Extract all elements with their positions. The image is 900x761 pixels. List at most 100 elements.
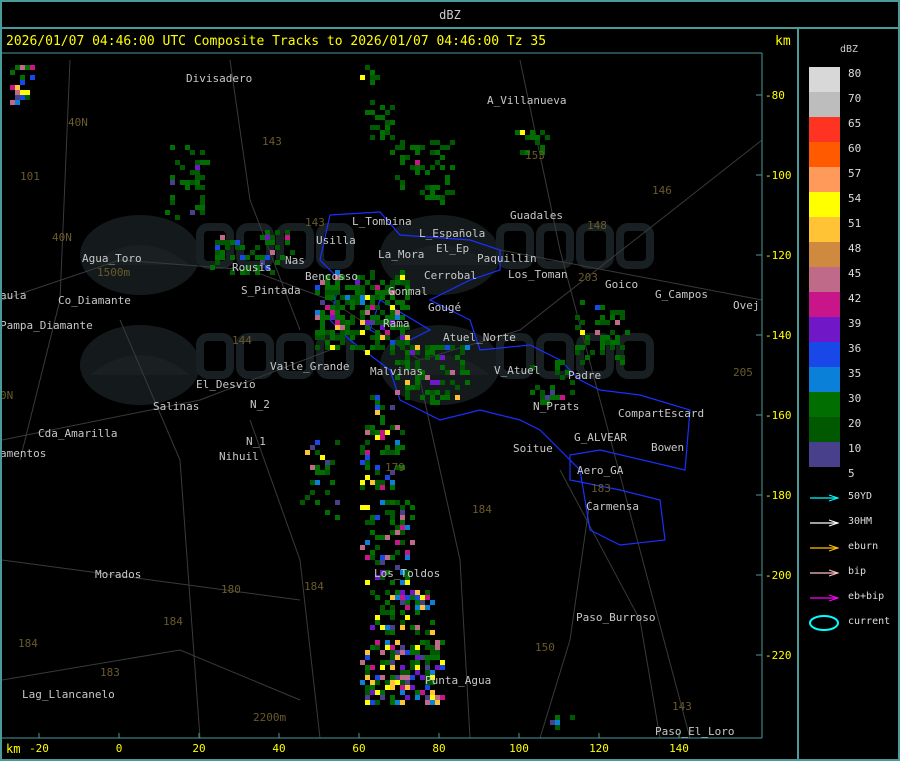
radar-echo-cell: [430, 630, 435, 635]
radar-echo-cell: [375, 320, 380, 325]
place-label: 184: [18, 637, 38, 650]
radar-echo-cell: [600, 320, 605, 325]
radar-echo-cell: [370, 680, 375, 685]
radar-echo-cell: [350, 320, 355, 325]
radar-echo-cell: [405, 670, 410, 675]
legend-swatch: [809, 442, 840, 467]
radar-echo-cell: [405, 525, 410, 530]
radar-echo-cell: [555, 725, 560, 730]
radar-echo-cell: [430, 195, 435, 200]
radar-echo-cell: [365, 520, 370, 525]
radar-echo-cell: [325, 470, 330, 475]
road-line: [229, 59, 301, 331]
radar-echo-cell: [380, 420, 385, 425]
radar-echo-cell: [575, 350, 580, 355]
radar-echo-cell: [350, 315, 355, 320]
radar-echo-cell: [435, 700, 440, 705]
radar-echo-cell: [380, 575, 385, 580]
radar-echo-cell: [605, 340, 610, 345]
radar-echo-cell: [360, 445, 365, 450]
radar-echo-cell: [335, 515, 340, 520]
radar-echo-cell: [455, 355, 460, 360]
legend-swatch: [809, 292, 840, 317]
radar-echo-cell: [440, 145, 445, 150]
radar-echo-cell: [365, 505, 370, 510]
radar-echo-cell: [340, 330, 345, 335]
radar-echo-cell: [325, 315, 330, 320]
track-legend-label: bip: [848, 566, 867, 577]
radar-echo-cell: [430, 190, 435, 195]
radar-echo-cell: [265, 255, 270, 260]
radar-echo-cell: [230, 270, 235, 275]
radar-echo-cell: [230, 255, 235, 260]
radar-echo-cell: [395, 540, 400, 545]
radar-echo-cell: [430, 620, 435, 625]
radar-echo-cell: [210, 265, 215, 270]
radar-echo-cell: [385, 660, 390, 665]
place-label: 184: [304, 580, 324, 593]
radar-echo-cell: [320, 280, 325, 285]
radar-echo-cell: [340, 320, 345, 325]
radar-echo-cell: [400, 690, 405, 695]
radar-echo-cell: [275, 230, 280, 235]
radar-echo-cell: [400, 600, 405, 605]
radar-echo-cell: [430, 350, 435, 355]
radar-echo-cell: [380, 105, 385, 110]
radar-echo-cell: [400, 185, 405, 190]
radar-echo-cell: [375, 560, 380, 565]
legend-swatch: [809, 117, 840, 142]
radar-echo-cell: [390, 515, 395, 520]
radar-echo-cell: [370, 110, 375, 115]
legend-level-label: 48: [848, 242, 862, 255]
radar-echo-cell: [200, 210, 205, 215]
place-label: 203: [578, 271, 598, 284]
radar-echo-cell: [455, 395, 460, 400]
radar-echo-cell: [360, 660, 365, 665]
radar-echo-cell: [240, 270, 245, 275]
radar-echo-cell: [415, 170, 420, 175]
radar-echo-cell: [335, 500, 340, 505]
radar-echo-cell: [400, 360, 405, 365]
place-label: Paso_Burroso: [576, 611, 655, 624]
track-arrowhead-icon: [828, 494, 840, 502]
radar-echo-cell: [370, 125, 375, 130]
place-label: Punta_Agua: [425, 674, 491, 687]
place-label: Morados: [95, 568, 141, 581]
radar-echo-cell: [290, 250, 295, 255]
radar-echo-cell: [390, 615, 395, 620]
radar-echo-cell: [390, 510, 395, 515]
radar-echo-cell: [185, 180, 190, 185]
radar-echo-cell: [365, 700, 370, 705]
radar-echo-cell: [165, 210, 170, 215]
radar-echo-cell: [390, 480, 395, 485]
radar-echo-cell: [595, 330, 600, 335]
radar-echo-cell: [15, 65, 20, 70]
radar-echo-cell: [25, 90, 30, 95]
place-label: Malvinas: [370, 365, 423, 378]
place-label: Gougé: [428, 301, 461, 314]
radar-echo-cell: [200, 150, 205, 155]
radar-echo-cell: [375, 400, 380, 405]
radar-echo-cell: [390, 695, 395, 700]
radar-echo-cell: [335, 280, 340, 285]
radar-echo-cell: [415, 695, 420, 700]
radar-echo-cell: [335, 335, 340, 340]
place-label: 146: [652, 184, 672, 197]
radar-echo-cell: [580, 360, 585, 365]
place-label: 143: [305, 216, 325, 229]
radar-echo-cell: [445, 175, 450, 180]
radar-echo-cell: [395, 390, 400, 395]
radar-echo-cell: [400, 180, 405, 185]
road-line: [539, 499, 591, 738]
road-line: [2, 649, 301, 701]
radar-echo-cell: [390, 310, 395, 315]
radar-echo-cell: [550, 720, 555, 725]
x-tick-label: 100: [509, 742, 529, 755]
radar-echo-cell: [540, 395, 545, 400]
radar-echo-cell: [395, 650, 400, 655]
radar-echo-cell: [215, 250, 220, 255]
radar-echo-cell: [395, 465, 400, 470]
radar-echo-cell: [360, 290, 365, 295]
radar-echo-cell: [320, 455, 325, 460]
